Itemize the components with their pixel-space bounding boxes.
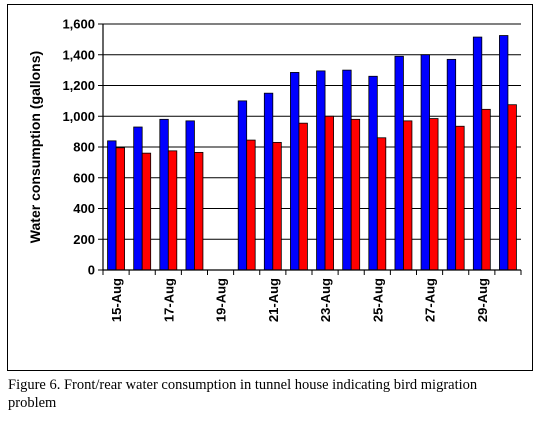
bar-series1-21-Aug — [263, 92, 274, 271]
bar-series1-28-Aug — [446, 58, 457, 271]
bar-series1-24-Aug — [342, 69, 352, 271]
y-tick-label: 200 — [73, 232, 95, 247]
y-tick-label: 1,400 — [62, 47, 95, 62]
bar-series2-29-Aug — [481, 108, 491, 271]
y-axis-label: Water consumption (gallons) — [27, 51, 43, 243]
bar-series1-30-Aug — [499, 35, 509, 271]
y-tick-labels: 0 200 400 600 800 1,000 1,200 1,400 1,600 — [62, 17, 95, 278]
bar-series1-15-Aug — [107, 140, 117, 271]
bars — [107, 35, 517, 271]
bar-series1-20-Aug — [237, 100, 248, 271]
figure-frame: 0 200 400 600 800 1,000 1,200 1,400 1,600 15-Aug… — [7, 4, 533, 371]
bar-series2-22-Aug — [298, 122, 308, 271]
x-tick-label: 29-Aug — [475, 278, 490, 322]
bar-series1-22-Aug — [290, 72, 300, 271]
bar-series1-18-Aug — [185, 120, 195, 271]
axes — [98, 23, 522, 275]
bar-series2-15-Aug — [115, 147, 125, 271]
y-tick-label: 0 — [88, 263, 95, 278]
x-tick-label: 19-Aug — [214, 278, 229, 322]
x-tick-label: 15-Aug — [109, 278, 124, 322]
x-tick-label: 27-Aug — [423, 278, 438, 322]
bar-series2-23-Aug — [324, 115, 334, 271]
y-tick-label: 600 — [73, 170, 95, 185]
bar-series2-18-Aug — [194, 151, 204, 271]
y-tick-label: 1,600 — [62, 17, 95, 32]
bar-series1-17-Aug — [159, 118, 169, 271]
x-tick-label: 21-Aug — [266, 278, 281, 322]
bar-series2-26-Aug — [403, 120, 413, 271]
y-tick-label: 1,200 — [62, 78, 95, 93]
bar-series2-17-Aug — [167, 150, 178, 271]
bar-series1-29-Aug — [472, 36, 483, 271]
bar-series2-21-Aug — [272, 141, 282, 271]
bar-series1-16-Aug — [133, 126, 143, 271]
bar-series2-30-Aug — [507, 104, 517, 271]
bar-series1-23-Aug — [316, 70, 326, 271]
bar-chart: 0 200 400 600 800 1,000 1,200 1,400 1,600 15-Aug… — [27, 17, 522, 322]
y-tick-label: 400 — [73, 201, 95, 216]
x-tick-label: 25-Aug — [370, 278, 385, 322]
x-tick-labels: 15-Aug 17-Aug 19-Aug 21-Aug 23-Aug 25-Aug 27-A… — [109, 278, 490, 322]
x-tick-label: 17-Aug — [161, 278, 176, 322]
bar-series2-28-Aug — [455, 125, 465, 271]
x-tick-label: 23-Aug — [318, 278, 333, 322]
bar-series2-20-Aug — [246, 139, 256, 271]
bar-series1-25-Aug — [368, 75, 378, 271]
figure-caption: Figure 6. Front/rear water consumption i… — [8, 377, 478, 411]
bar-series2-27-Aug — [429, 118, 439, 271]
bar-series2-24-Aug — [350, 118, 361, 271]
bar-series2-25-Aug — [376, 137, 387, 271]
y-tick-label: 1,000 — [62, 109, 95, 124]
y-tick-label: 800 — [73, 140, 95, 155]
bar-series1-27-Aug — [420, 54, 430, 271]
bar-series2-16-Aug — [141, 152, 152, 271]
bar-series1-26-Aug — [394, 55, 404, 271]
